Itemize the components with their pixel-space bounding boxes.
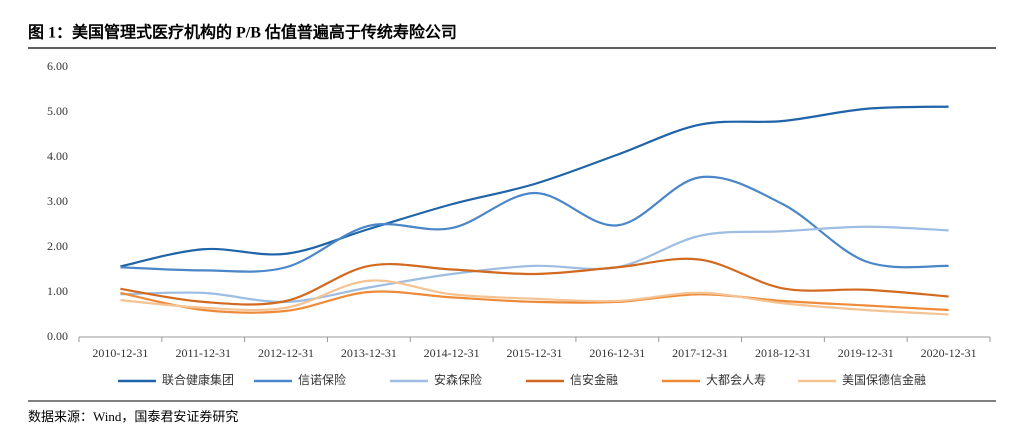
x-tick-label: 2010-12-31 [92,346,148,360]
series-line [120,105,949,268]
y-tick-label: 5.00 [47,104,68,118]
legend-label: 信诺保险 [298,372,346,387]
series-line [120,279,949,316]
y-tick-label: 3.00 [47,194,68,208]
legend-label: 美国保德信金融 [842,372,926,387]
legend-label: 信安金融 [570,372,618,387]
series-line [120,290,949,314]
x-tick-label: 2011-12-31 [175,346,231,360]
series-line [120,175,949,273]
source: 数据来源：Wind，国泰君安证券研究 [28,409,238,424]
y-tick-label: 2.00 [47,239,68,253]
y-tick-label: 4.00 [47,149,68,163]
x-tick-label: 2017-12-31 [672,346,728,360]
x-tick-label: 2020-12-31 [921,346,977,360]
series-line [120,225,949,304]
legend-label: 大都会人寿 [706,373,766,387]
y-tick-label: 1.00 [47,284,68,298]
x-tick-label: 2015-12-31 [507,346,563,360]
series-line [120,257,949,306]
x-tick-label: 2013-12-31 [341,346,397,360]
x-tick-label: 2014-12-31 [424,346,480,360]
x-tick-label: 2012-12-31 [258,346,314,360]
chart-title: 图 1：美国管理式医疗机构的 P/B 估值普遍高于传统寿险公司 [28,23,457,42]
legend-label: 联合健康集团 [162,372,234,387]
y-tick-label: 6.00 [47,59,68,73]
x-tick-label: 2019-12-31 [838,346,894,360]
x-tick-label: 2018-12-31 [755,346,811,360]
y-tick-label: 0.00 [47,329,68,343]
x-tick-label: 2016-12-31 [589,346,645,360]
legend-label: 安森保险 [434,372,482,387]
